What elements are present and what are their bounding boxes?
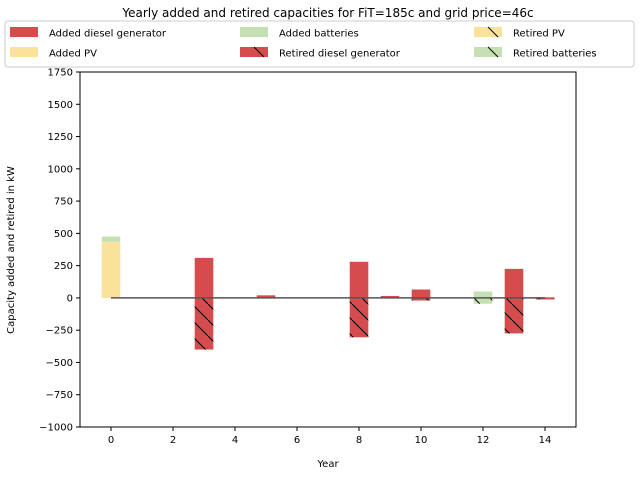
legend-swatch-retired-batteries (474, 47, 502, 57)
x-tick-label-10: 10 (415, 435, 428, 446)
legend-label-added-pv: Added PV (49, 49, 97, 60)
bar-added-diesel-generator-year-10 (411, 289, 431, 298)
legend-swatch-added-diesel-generator (10, 27, 38, 37)
hatch-retired-diesel-generator-year-10 (411, 297, 431, 301)
chart-title: Yearly added and retired capacities for … (121, 6, 533, 20)
legend-swatch-retired-diesel-generator (240, 47, 268, 57)
plot-area: 0 2 4 6 8 10 12 14 −1000 −750 −500 −250 0 250 500 750 10… (39, 68, 577, 446)
bar-added-pv-year-0 (101, 241, 121, 298)
x-tick-label-6: 6 (294, 435, 300, 446)
bar-added-diesel-generator-year-9 (380, 295, 400, 298)
plot-background (80, 72, 576, 427)
x-tick-label-8: 8 (356, 435, 362, 446)
x-axis-title: Year (316, 459, 339, 470)
y-tick-label-250: 250 (54, 261, 73, 272)
y-tick-label-0: 0 (67, 293, 73, 304)
y-tick-label-1750: 1750 (48, 68, 73, 79)
y-tick-label--750: −750 (46, 390, 73, 401)
x-tick-label-0: 0 (108, 435, 114, 446)
legend-label-retired-batteries: Retired batteries (513, 49, 597, 60)
legend-hatch-retired-pv (487, 26, 499, 38)
y-tick-label-1250: 1250 (48, 132, 73, 143)
y-tick-label--500: −500 (46, 358, 73, 369)
legend-label-retired-diesel-generator: Retired diesel generator (279, 49, 401, 60)
legend-swatch-retired-pv (474, 27, 502, 37)
legend-hatch-retired-diesel-generator (253, 46, 265, 58)
plot-frame (79, 71, 577, 428)
y-tick-label--1000: −1000 (39, 423, 73, 434)
bar-added-diesel-generator-year-5 (256, 295, 276, 298)
hatch-retired-batteries-year-12 (473, 297, 493, 304)
x-tick-label-14: 14 (539, 435, 552, 446)
legend-swatch-added-pv (10, 47, 38, 57)
bar-added-batteries-year-12 (473, 291, 493, 298)
x-tick-label-4: 4 (232, 435, 238, 446)
y-tick-label-1000: 1000 (48, 164, 73, 175)
legend-label-added-batteries: Added batteries (279, 29, 359, 40)
legend: Added diesel generator Added batteries Ret… (4, 20, 635, 68)
hatch-retired-diesel-generator-year-14 (535, 297, 555, 300)
bar-added-diesel-generator-year-13 (504, 268, 524, 298)
y-axis-title: Capacity added and retired in kW (6, 166, 17, 334)
y-tick-label-750: 750 (54, 197, 73, 208)
legend-label-added-diesel-generator: Added diesel generator (49, 29, 167, 40)
bar-added-diesel-generator-year-3 (194, 257, 214, 298)
hatch-retired-diesel-generator-year-8 (349, 297, 369, 338)
legend-swatch-added-batteries (240, 27, 268, 37)
x-tick-label-12: 12 (477, 435, 490, 446)
y-tick-label-1500: 1500 (48, 100, 73, 111)
x-tick-label-2: 2 (170, 435, 176, 446)
y-tick-label--250: −250 (46, 326, 73, 337)
y-tick-label-500: 500 (54, 229, 73, 240)
legend-hatch-retired-batteries (487, 46, 499, 58)
hatch-retired-diesel-generator-year-13 (504, 297, 524, 334)
bar-added-diesel-generator-year-8 (349, 261, 369, 298)
bar-added-batteries-year-0 (101, 236, 121, 242)
legend-label-retired-pv: Retired PV (513, 29, 565, 40)
hatch-retired-diesel-generator-year-3 (194, 297, 214, 350)
